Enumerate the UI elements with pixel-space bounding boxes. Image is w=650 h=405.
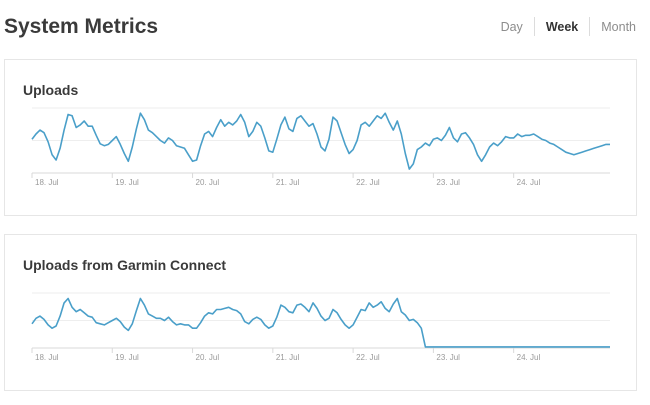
tab-divider xyxy=(533,17,535,36)
garmin-uploads-panel: Uploads from Garmin Connect 18. Jul 19. J… xyxy=(4,234,637,391)
time-range-tabs: Day Week Month xyxy=(490,17,636,36)
chart-title: Uploads xyxy=(23,82,79,98)
x-tick-label: 21. Jul xyxy=(276,178,300,187)
series-line xyxy=(31,297,610,348)
x-tick-label: 20. Jul xyxy=(196,178,220,187)
tab-month[interactable]: Month xyxy=(601,19,636,34)
tab-week[interactable]: Week xyxy=(545,19,579,34)
series-line xyxy=(31,112,610,170)
page-title: System Metrics xyxy=(4,15,159,38)
x-tick-label: 18. Jul xyxy=(35,178,59,187)
x-tick-label: 20. Jul xyxy=(196,353,220,362)
uploads-panel: Uploads 18. Jul 19. Jul 20. Jul 21. Jul 22. … xyxy=(4,59,637,216)
garmin-uploads-chart: 18. Jul 19. Jul 20. Jul 21. Jul 22. Jul 23. J… xyxy=(31,292,610,362)
x-tick-label: 18. Jul xyxy=(35,353,59,362)
tab-day[interactable]: Day xyxy=(500,19,523,34)
x-tick-label: 19. Jul xyxy=(115,353,139,362)
x-tick-label: 24. Jul xyxy=(517,353,541,362)
x-tick-label: 22. Jul xyxy=(356,353,380,362)
uploads-chart: 18. Jul 19. Jul 20. Jul 21. Jul 22. Jul 23. J… xyxy=(31,107,610,187)
tab-divider xyxy=(589,17,591,36)
x-tick-label: 23. Jul xyxy=(436,178,460,187)
chart-title: Uploads from Garmin Connect xyxy=(23,257,227,273)
x-tick-label: 19. Jul xyxy=(115,178,139,187)
x-tick-label: 22. Jul xyxy=(356,178,380,187)
x-tick-label: 24. Jul xyxy=(517,178,541,187)
x-tick-label: 23. Jul xyxy=(436,353,460,362)
x-tick-label: 21. Jul xyxy=(276,353,300,362)
